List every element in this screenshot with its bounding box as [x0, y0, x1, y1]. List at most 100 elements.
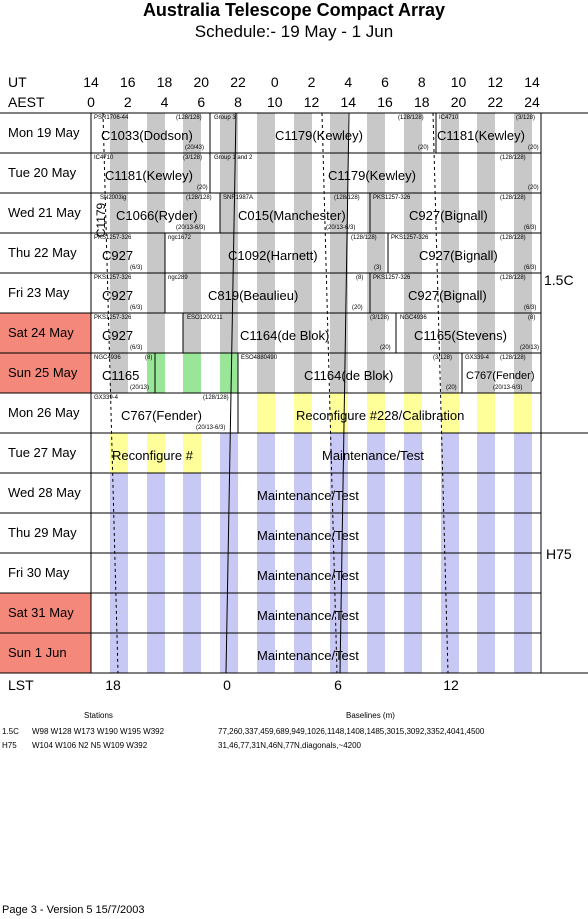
program-block: C1165 — [102, 368, 140, 383]
channel-label: (6/3) — [130, 345, 143, 351]
channel-label: (128/128) — [186, 195, 212, 201]
program-block: C927 — [102, 288, 134, 303]
aest-tick: 16 — [377, 94, 393, 110]
page-title: Australia Telescope Compact Array — [142, 0, 446, 20]
channel-label: (20/13-6/3) — [326, 225, 356, 231]
source-label: Group 1 and 2 — [214, 155, 253, 161]
day-label: Tue 27 May — [8, 445, 77, 460]
channel-label: (20) — [197, 185, 208, 191]
ut-tick: 14 — [83, 74, 99, 90]
day-label: Fri 30 May — [8, 565, 70, 580]
day-label: Sat 31 May — [8, 605, 74, 620]
source-label: PKS1257-326 — [94, 235, 132, 241]
source-label: NGC4936 — [400, 315, 427, 321]
channel-label: (128/128) — [334, 195, 360, 201]
program-block: C1092(Harnett) — [228, 248, 318, 263]
ut-tick: 10 — [450, 74, 467, 90]
channel-label: (128/128) — [500, 195, 526, 201]
source-label: NGC4936 — [94, 355, 121, 361]
aest-tick: 4 — [160, 94, 169, 110]
channel-label: (8) — [528, 315, 536, 321]
station-list: W104 W106 N2 N5 W109 W392 — [32, 741, 148, 750]
ut-tick: 22 — [230, 74, 246, 90]
day-label: Sat 24 May — [8, 325, 74, 340]
lst-tick: 18 — [105, 677, 121, 693]
channel-label: (20) — [418, 145, 429, 151]
day-label: Sun 25 May — [8, 365, 78, 380]
lst-line — [339, 112, 350, 674]
channel-label: (128/128) — [176, 115, 202, 121]
source-label: PSR1706-44 — [94, 115, 129, 121]
channel-label: (20/13-6/3) — [196, 425, 226, 431]
channel-label: (128/128) — [500, 155, 526, 161]
day-label: Thu 29 May — [8, 525, 77, 540]
channel-label: (128/128) — [398, 115, 424, 121]
ut-tick: 2 — [307, 74, 316, 90]
program-block: Reconfigure #228/Calibration — [296, 408, 465, 423]
source-label: PKS1257-326 — [391, 235, 429, 241]
baselines-heading: Baselines (m) — [346, 711, 395, 720]
channel-label: (128/128) — [351, 235, 377, 241]
program-block: C927(Bignall) — [408, 288, 487, 303]
channel-label: (6/3) — [130, 265, 143, 271]
aest-tick: 18 — [413, 94, 430, 110]
day-label: Sun 1 Jun — [8, 645, 67, 660]
program-block: C819(Beaulieu) — [208, 288, 299, 303]
channel-label: (20/13) — [520, 345, 540, 351]
program-block: C1181(Kewley) — [105, 168, 193, 183]
source-label: ESO1200211 — [187, 315, 223, 321]
program-block: Maintenance/Test — [257, 528, 359, 543]
aest-tick: 8 — [234, 94, 242, 110]
channel-label: (6/3) — [524, 265, 537, 271]
aest-tick: 2 — [123, 94, 132, 110]
channel-label: (3) — [374, 265, 382, 271]
day-label: Tue 20 May — [8, 165, 77, 180]
ut-tick: 4 — [344, 74, 353, 90]
channel-label: (20/13-6/3) — [493, 385, 523, 391]
channel-label: (6/3) — [524, 225, 537, 231]
program-block: Maintenance/Test — [257, 608, 359, 623]
day-label: Thu 22 May — [8, 245, 77, 260]
program-block: C927(Bignall) — [419, 248, 498, 263]
footer-version: Page 3 - Version 5 15/7/2003 — [2, 904, 145, 916]
source-label: PKS1257-326 — [373, 195, 411, 201]
aest-tick: 12 — [303, 94, 320, 110]
source-label: PKS1257-326 — [373, 275, 411, 281]
channel-label: (20/13) — [130, 385, 150, 391]
ut-tick: 18 — [156, 74, 173, 90]
channel-label: (3/128) — [516, 115, 536, 121]
program-block: C1066(Ryder) — [116, 208, 198, 223]
config-name: H75 — [2, 741, 17, 750]
channel-label: (20/13-6/3) — [176, 225, 206, 231]
program-block: C1179(Kewley) — [328, 168, 416, 183]
ut-tick: 0 — [270, 74, 279, 90]
program-block: Maintenance/Test — [257, 568, 359, 583]
aest-tick: 22 — [487, 94, 504, 110]
program-block: C1164(de Blok) — [304, 368, 394, 383]
ut-tick: 20 — [193, 74, 210, 90]
program-block: C015(Manchester) — [238, 208, 346, 223]
source-label: PKS1257-326 — [94, 315, 132, 321]
aest-tick: 10 — [266, 94, 283, 110]
day-label: Mon 19 May — [8, 125, 80, 140]
aest-tick: 0 — [87, 94, 95, 110]
program-block: Maintenance/Test — [322, 448, 424, 463]
lst-tick: 12 — [443, 677, 459, 693]
channel-label: (3/128) — [183, 155, 203, 161]
aest-tick: 6 — [197, 94, 206, 110]
program-block: C927 — [102, 248, 134, 263]
program-block: C1179(Kewley) — [275, 128, 363, 143]
program-block: C767(Fender) — [121, 408, 202, 423]
lst-tick: 6 — [334, 677, 342, 693]
channel-label: (3/128) — [370, 315, 390, 321]
channel-label: (20) — [380, 345, 391, 351]
array-config-label: 1.5C — [544, 272, 574, 288]
baseline-list: 31,46,77,31N,46N,77N,diagonals,~4200 — [218, 741, 361, 750]
source-label: GX339-4 — [94, 395, 119, 401]
program-block: C927 — [102, 328, 134, 343]
channel-label: (20) — [352, 305, 363, 311]
yellow-stripes — [110, 393, 532, 473]
ut-axis-label: UT — [8, 74, 27, 90]
program-block: C1165(Stevens) — [414, 328, 507, 343]
